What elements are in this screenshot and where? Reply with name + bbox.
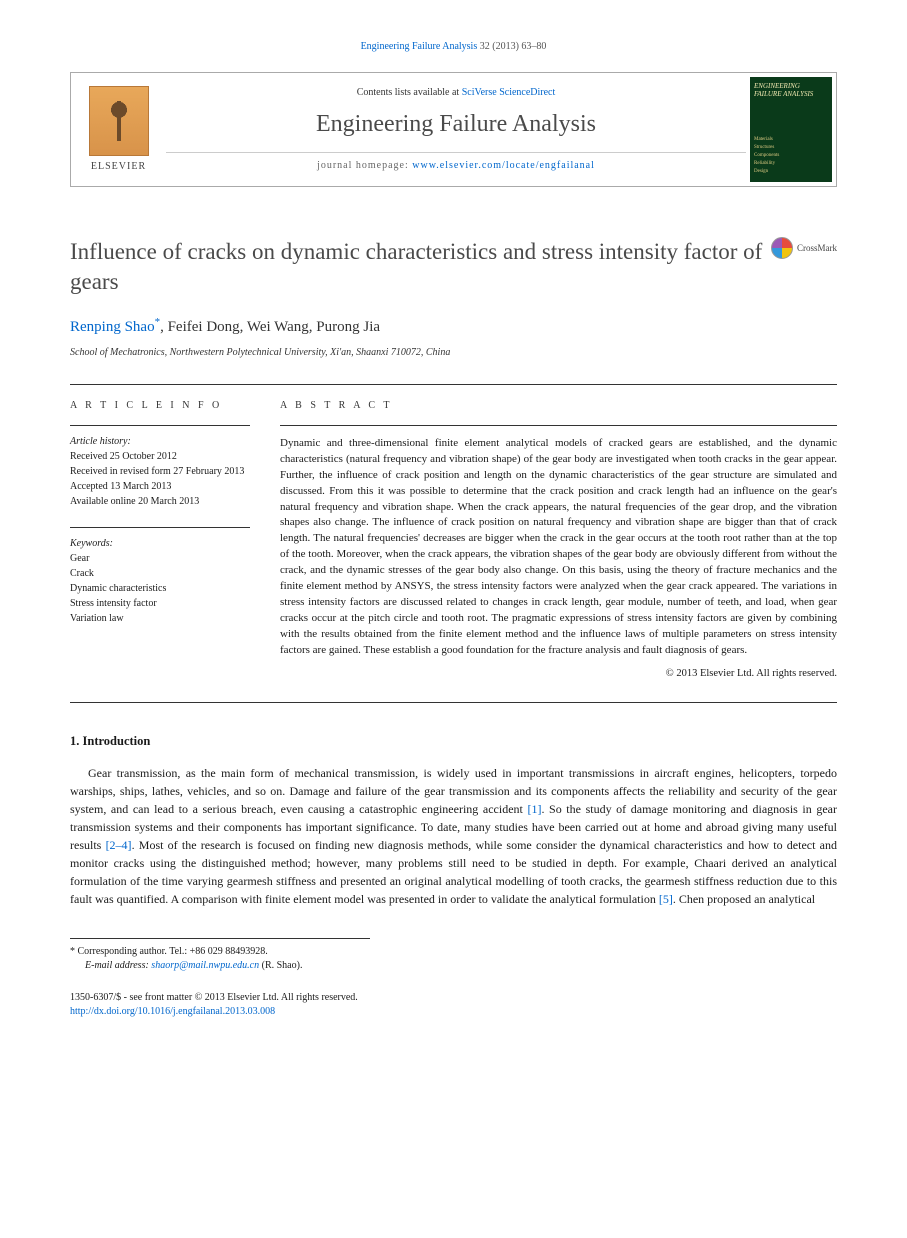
info-abstract-row: A R T I C L E I N F O Article history: R… [70,385,837,702]
authors: Renping Shao*, Feifei Dong, Wei Wang, Pu… [70,315,837,338]
info-divider-1 [70,425,250,426]
ref-link-1[interactable]: [1] [527,802,541,816]
footnotes: * Corresponding author. Tel.: +86 029 88… [70,938,370,973]
abstract-divider [280,425,837,426]
elsevier-logo[interactable]: ELSEVIER [71,73,166,186]
masthead-center: Contents lists available at SciVerse Sci… [166,73,746,186]
keywords-label: Keywords: [70,536,250,551]
elsevier-tree-icon [89,86,149,156]
citation-journal-link[interactable]: Engineering Failure Analysis [361,41,478,52]
history-text: Received 25 October 2012 Received in rev… [70,449,250,509]
keywords-block: Keywords: Gear Crack Dynamic characteris… [70,536,250,626]
crossmark-icon [771,237,793,259]
homepage-prefix: journal homepage: [317,160,412,171]
cover-title: ENGINEERING FAILURE ANALYSIS [754,83,828,98]
divider-bottom [70,702,837,703]
contents-prefix: Contents lists available at [357,87,462,98]
cover-items: Materials Structures Components Reliabil… [754,136,828,176]
corresponding-note: * Corresponding author. Tel.: +86 029 88… [70,945,370,959]
email-label: E-mail address: [85,960,151,971]
top-citation: Engineering Failure Analysis 32 (2013) 6… [70,40,837,54]
email-link[interactable]: shaorp@mail.nwpu.edu.cn [151,960,259,971]
email-line: E-mail address: shaorp@mail.nwpu.edu.cn … [85,959,370,973]
doi-link[interactable]: http://dx.doi.org/10.1016/j.engfailanal.… [70,1006,275,1017]
masthead: ELSEVIER Contents lists available at Sci… [70,72,837,187]
abstract-copyright: © 2013 Elsevier Ltd. All rights reserved… [280,667,837,682]
bottom-matter: 1350-6307/$ - see front matter © 2013 El… [70,991,837,1019]
abstract-text: Dynamic and three-dimensional finite ele… [280,436,837,659]
article-info-head: A R T I C L E I N F O [70,399,250,413]
homepage-line: journal homepage: www.elsevier.com/locat… [166,152,746,173]
contents-line: Contents lists available at SciVerse Sci… [357,86,556,100]
sciencedirect-link[interactable]: SciVerse ScienceDirect [462,87,556,98]
author-link-corresponding[interactable]: Renping Shao [70,319,155,335]
article-info: A R T I C L E I N F O Article history: R… [70,399,250,682]
authors-rest: , Feifei Dong, Wei Wang, Purong Jia [160,319,380,335]
intro-paragraph: Gear transmission, as the main form of m… [70,764,837,908]
journal-cover[interactable]: ENGINEERING FAILURE ANALYSIS Materials S… [750,77,832,182]
issn-line: 1350-6307/$ - see front matter © 2013 El… [70,991,837,1005]
abstract: A B S T R A C T Dynamic and three-dimens… [280,399,837,682]
affiliation: School of Mechatronics, Northwestern Pol… [70,346,837,360]
crossmark-label: CrossMark [797,242,837,255]
history-label: Article history: [70,434,250,449]
abstract-head: A B S T R A C T [280,399,837,413]
email-after: (R. Shao). [259,960,302,971]
elsevier-name: ELSEVIER [91,160,146,174]
citation-ref: 32 (2013) 63–80 [477,41,546,52]
ref-link-2-4[interactable]: [2–4] [106,838,132,852]
article-title: Influence of cracks on dynamic character… [70,237,837,297]
intro-t4: . Chen proposed an analytical [673,892,815,906]
info-divider-2 [70,527,250,528]
keywords-text: Gear Crack Dynamic characteristics Stres… [70,551,250,626]
article-history: Article history: Received 25 October 201… [70,434,250,509]
homepage-link[interactable]: www.elsevier.com/locate/engfailanal [412,160,595,171]
section-1-head: 1. Introduction [70,733,837,751]
ref-link-5[interactable]: [5] [659,892,673,906]
crossmark-badge[interactable]: CrossMark [771,237,837,259]
journal-name: Engineering Failure Analysis [316,108,596,142]
